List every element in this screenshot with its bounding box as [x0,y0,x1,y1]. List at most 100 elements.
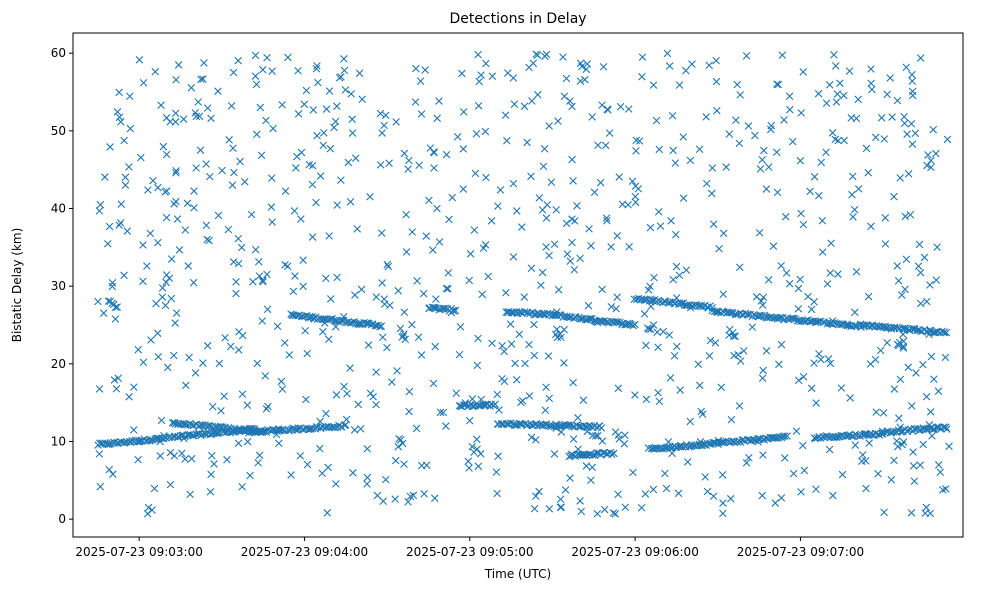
data-point-x-marker [667,217,675,225]
data-point-x-marker [671,230,680,239]
data-point-x-marker [400,149,409,158]
data-point-x-marker [275,439,283,448]
data-point-x-marker [134,455,142,464]
data-point-x-marker [253,359,262,368]
data-point-x-marker [376,161,385,169]
data-point-x-marker [267,203,276,211]
data-point-x-marker [488,72,497,81]
data-point-x-marker [121,173,130,182]
data-point-x-marker [826,269,835,277]
data-point-x-marker [527,433,536,442]
data-point-x-marker [117,200,126,208]
data-point-x-marker [762,347,771,355]
data-point-x-marker [312,198,320,207]
data-point-x-marker [727,415,736,424]
data-point-x-marker [897,427,906,436]
data-point-x-marker [531,436,540,444]
data-point-x-marker [850,205,859,214]
data-point-x-marker [916,268,925,277]
data-point-x-marker [234,346,243,354]
data-point-x-marker [369,392,377,401]
data-point-x-marker [557,428,566,436]
data-point-x-marker [167,294,176,303]
data-point-x-marker [139,241,147,249]
data-point-x-marker [825,81,834,89]
data-point-x-marker [907,508,916,517]
data-point-x-marker [506,419,515,427]
data-point-x-marker [607,302,616,311]
data-point-x-marker [373,491,382,500]
data-point-x-marker [576,59,585,68]
data-point-x-marker [596,178,605,187]
data-point-x-marker [241,178,249,186]
data-point-x-marker [943,425,951,433]
data-point-x-marker [357,285,366,294]
data-point-x-marker [696,438,705,446]
chart-title: Detections in Delay [449,11,586,27]
data-point-x-marker [518,397,527,405]
data-point-x-marker [719,290,728,299]
data-point-x-marker [586,450,595,459]
data-point-x-marker [659,327,668,336]
data-point-x-marker [852,114,861,123]
data-point-x-marker [340,382,348,391]
data-point-x-marker [296,452,305,460]
data-point-x-marker [364,341,373,349]
data-point-x-marker [465,464,473,472]
data-point-x-marker [890,192,898,201]
data-point-x-marker [199,75,207,83]
data-point-x-marker [299,256,307,265]
data-point-x-marker [629,468,637,477]
data-point-x-marker [913,326,922,335]
data-point-x-marker [492,468,501,476]
data-point-x-marker [303,349,311,358]
data-point-x-marker [538,268,547,277]
data-point-x-marker [323,509,332,517]
data-point-x-marker [507,340,516,348]
data-point-x-marker [638,72,646,81]
data-point-x-marker [843,321,852,330]
data-point-x-marker [182,381,190,390]
data-point-x-marker [902,63,911,72]
data-point-x-marker [447,308,456,317]
data-point-x-marker [929,125,938,134]
data-point-x-marker [108,282,117,291]
data-point-x-marker [289,287,298,296]
data-point-x-marker [860,430,869,439]
data-point-x-marker [246,471,254,480]
data-point-x-marker [749,436,758,444]
data-point-x-marker [843,320,851,328]
data-point-x-marker [162,113,171,122]
data-point-x-marker [380,121,388,130]
data-point-x-marker [780,432,789,440]
data-point-x-marker [518,223,526,231]
data-point-x-marker [243,401,252,410]
data-point-x-marker [347,90,355,98]
data-point-x-marker [268,67,276,75]
data-point-x-marker [523,138,531,147]
data-point-x-marker [504,69,512,77]
data-point-x-marker [337,73,345,81]
data-point-x-marker [671,159,680,167]
data-point-x-marker [313,62,321,70]
data-point-x-marker [907,119,916,128]
data-point-x-marker [893,262,902,270]
data-point-x-marker [929,425,937,434]
data-point-x-marker [916,461,925,469]
data-point-x-marker [591,432,600,440]
data-point-x-marker [150,484,159,493]
data-point-x-marker [95,450,104,458]
data-point-x-marker [535,194,544,202]
data-point-x-marker [487,216,496,225]
data-point-x-marker [679,133,688,141]
data-point-x-marker [377,229,386,237]
data-point-x-marker [912,369,920,377]
data-point-x-marker [631,198,640,207]
data-point-x-marker [232,289,240,298]
data-point-x-marker [530,351,539,360]
data-point-x-marker [126,92,134,101]
data-point-x-marker [442,150,451,159]
data-point-x-marker [864,292,873,301]
